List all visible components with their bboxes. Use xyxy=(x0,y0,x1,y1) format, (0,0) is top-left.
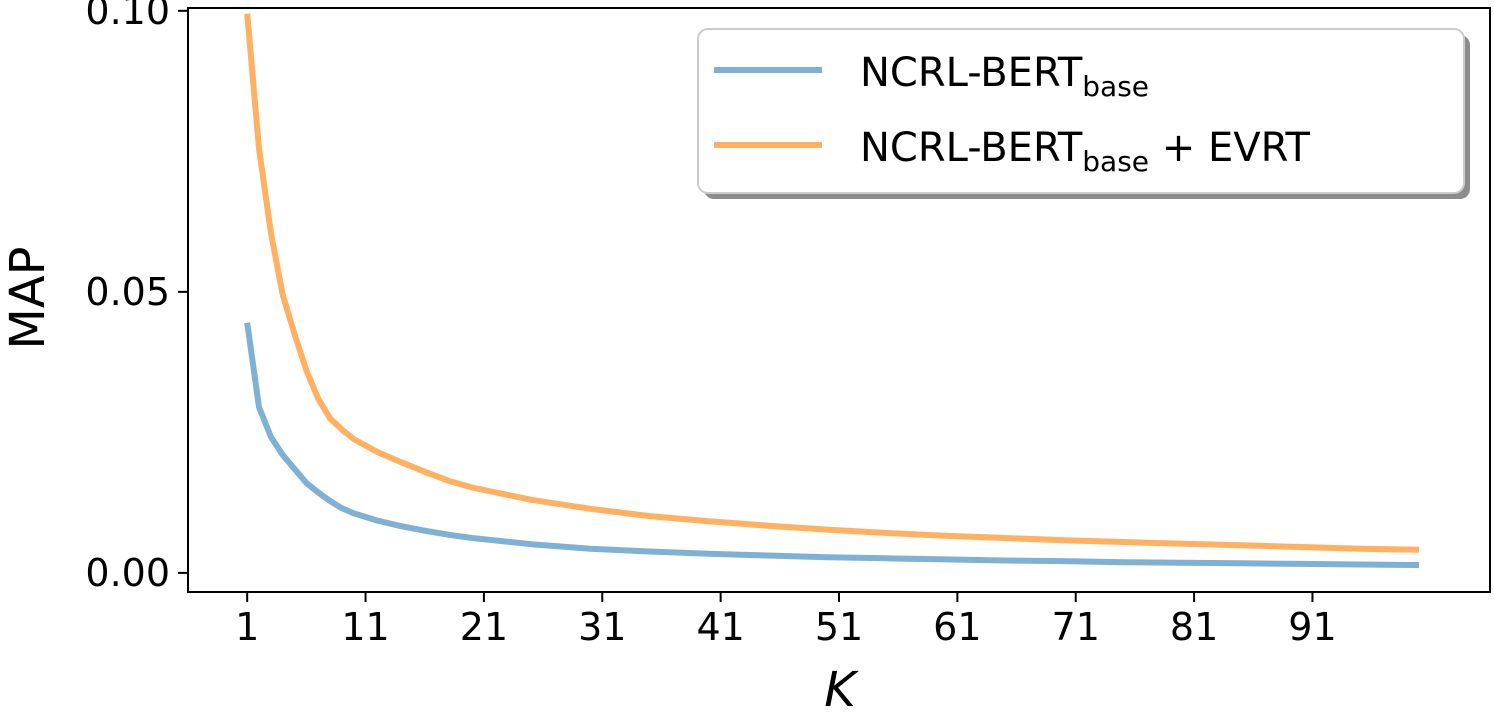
x-tick-label: 61 xyxy=(933,605,981,649)
plot-area xyxy=(244,13,1420,568)
legend-label-main: NCRL-BERT xyxy=(860,125,1083,171)
legend-box xyxy=(697,28,1465,194)
x-tick-label: 91 xyxy=(1288,605,1336,649)
legend-label-suffix: + EVRT xyxy=(1149,125,1310,171)
legend-label-ncrl-bert-evrt: NCRL-BERTbase + EVRT xyxy=(860,125,1310,178)
legend-label-ncrl-bert: NCRL-BERTbase xyxy=(860,50,1149,103)
y-axis-label: MAP xyxy=(0,246,56,349)
x-tick-label: 11 xyxy=(341,605,389,649)
legend-label-subscript: base xyxy=(1082,70,1149,103)
x-tick-label: 21 xyxy=(460,605,508,649)
series-line-1 xyxy=(244,13,1420,553)
legend: NCRL-BERTbase NCRL-BERTbase + EVRT xyxy=(697,28,1470,199)
axes: 1 11 21 31 41 51 61 71 81 910.000.050.10 xyxy=(85,0,1491,649)
y-tick-label: 0.10 xyxy=(85,0,170,33)
x-tick-label: 71 xyxy=(1052,605,1100,649)
series-line-0 xyxy=(244,322,1420,568)
y-tick-label: 0.05 xyxy=(85,270,170,314)
x-tick-label: 51 xyxy=(815,605,863,649)
legend-label-subscript: base xyxy=(1082,145,1149,178)
legend-label-main: NCRL-BERT xyxy=(860,50,1083,96)
x-tick-label: 81 xyxy=(1170,605,1218,649)
x-tick-label: 1 xyxy=(235,605,259,649)
y-tick-label: 0.00 xyxy=(85,551,170,595)
x-tick-label: 41 xyxy=(696,605,744,649)
x-axis-label: K xyxy=(824,662,859,718)
x-tick-label: 31 xyxy=(578,605,626,649)
